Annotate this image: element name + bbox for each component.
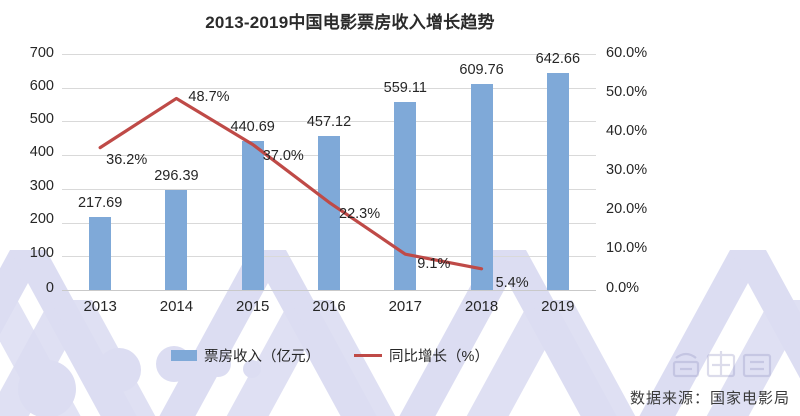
x-tick-2015: 2015 [236, 298, 270, 315]
legend-item-bar[interactable]: 票房收入（亿元） [171, 345, 320, 366]
pct-label-2015: 37.0% [262, 148, 304, 165]
bar-label-2014: 296.39 [154, 168, 199, 185]
line-swatch-icon [354, 354, 383, 357]
y-left-tick: 400 [29, 144, 54, 160]
gridline [62, 87, 596, 89]
gridline [62, 121, 596, 123]
data-source-text: 数据来源：国家电影局 [629, 389, 790, 407]
y-left-tick: 600 [29, 78, 54, 94]
gridline [62, 54, 596, 55]
x-tick-2018: 2018 [464, 298, 499, 315]
x-tick-2019: 2019 [541, 298, 575, 315]
y-axis-left: 700 600 500 400 300 200 100 0 [8, 45, 54, 296]
x-tick-2013: 2013 [83, 298, 117, 315]
x-tick-2017: 2017 [388, 298, 422, 315]
plot-area: 217.69 296.39 440.69 457.12 559.11 609.76 642.… [62, 51, 596, 291]
bar-label-2015: 440.69 [230, 119, 275, 136]
y-right-tick: 50.0% [606, 84, 648, 100]
bar-swatch-icon [171, 350, 198, 361]
bar-label-2019: 642.66 [535, 51, 581, 68]
pct-label-2013: 36.2% [106, 151, 148, 168]
y-left-tick: 300 [29, 178, 54, 194]
pct-label-2017: 9.1% [417, 256, 451, 273]
y-left-tick: 100 [29, 245, 54, 261]
x-tick-2016: 2016 [312, 298, 346, 315]
pct-label-2014: 48.7% [188, 89, 230, 106]
legend-item-line[interactable]: 同比增长（%） [354, 345, 489, 366]
y-right-tick: 0.0% [606, 280, 640, 296]
legend-label-bar: 票房收入（亿元） [204, 349, 321, 365]
y-left-tick: 500 [29, 111, 54, 127]
y-right-tick: 10.0% [606, 240, 648, 256]
y-right-tick: 30.0% [606, 162, 648, 178]
bar-label-2016: 457.12 [306, 113, 352, 130]
page-title: 2013-2019中国电影票房收入增长趋势 [205, 13, 495, 32]
bar-label-2018: 609.76 [459, 62, 504, 79]
x-axis: 2013 2014 2015 2016 2017 2018 2019 [62, 298, 596, 324]
y-right-tick: 20.0% [606, 201, 648, 217]
bar-label-2013: 217.69 [77, 194, 123, 211]
pct-label-2016: 22.3% [339, 206, 381, 223]
chart-legend: 票房收入（亿元） 同比增长（%） [0, 345, 660, 366]
y-left-tick: 0 [45, 280, 54, 296]
y-right-tick: 40.0% [606, 123, 648, 139]
bar-2018[interactable] [470, 84, 493, 290]
pct-label-2018: 5.4% [495, 274, 529, 291]
y-axis-right: 60.0% 50.0% 40.0% 30.0% 20.0% 10.0% 0.0% [606, 45, 686, 296]
legend-label-line: 同比增长（%） [389, 349, 489, 365]
y-right-tick: 60.0% [606, 45, 648, 61]
bar-2019[interactable] [546, 73, 569, 290]
brand-watermark-icon [672, 351, 772, 378]
bar-2017[interactable] [394, 101, 417, 290]
x-tick-2014: 2014 [159, 298, 194, 315]
y-left-tick: 200 [29, 211, 54, 227]
y-left-tick: 700 [29, 45, 54, 61]
bar-label-2017: 559.11 [383, 79, 427, 96]
